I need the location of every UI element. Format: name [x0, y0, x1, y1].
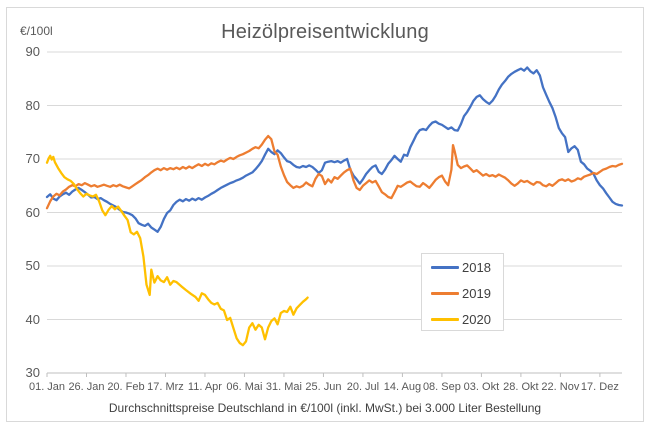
legend-label-2020: 2020 — [462, 311, 491, 327]
y-tick-label-50: 50 — [25, 258, 40, 273]
x-tick-label-4: 17. Mrz — [147, 381, 184, 393]
y-tick-label-40: 40 — [25, 311, 40, 327]
legend-entry-2020: 2020 — [422, 306, 503, 332]
x-tick-label-1: 01. Jan — [28, 381, 66, 393]
series-line-2019 — [45, 134, 624, 210]
chart-title: Heizölpreisentwicklung — [221, 21, 429, 43]
x-tick-label-14: 22. Nov — [541, 381, 580, 393]
x-tick-label-2: 26. Jan — [68, 381, 105, 393]
x-tick-label-13: 28. Okt — [503, 381, 539, 393]
x-tick-label-11: 08. Sep — [422, 381, 461, 393]
y-tick-label-90: 90 — [25, 44, 40, 59]
legend-label-2019: 2019 — [462, 285, 491, 301]
axis-caption: Durchschnittspreise Deutschland in €/100… — [108, 401, 542, 415]
series-line-2020 — [45, 154, 309, 347]
x-tick-label-9: 20. Jul — [346, 381, 380, 393]
x-tick-label-12: 03. Okt — [463, 381, 500, 393]
legend-label-2018: 2018 — [462, 259, 491, 275]
legend-swatch-2018 — [431, 265, 459, 269]
x-tick-label-3: 20. Feb — [107, 381, 145, 393]
x-tick-label-6: 06. Mai — [226, 381, 263, 393]
x-tick-label-5: 11. Apr — [187, 381, 222, 393]
legend-entry-2019: 2019 — [422, 280, 503, 306]
series-line-2018 — [45, 66, 624, 233]
x-tick-label-7: 31. Mai — [265, 381, 302, 393]
y-tick-label-60: 60 — [25, 204, 40, 220]
x-tick-label-15: 17. Dez — [580, 381, 619, 393]
y-tick-label-80: 80 — [25, 97, 40, 113]
chart-frame — [6, 7, 644, 422]
y-tick-label-70: 70 — [25, 151, 40, 166]
legend-swatch-2019 — [431, 291, 459, 295]
x-tick-label-10: 14. Aug — [383, 381, 422, 393]
legend-swatch-2020 — [431, 317, 459, 321]
y-tick-label-30: 30 — [25, 365, 40, 380]
y-axis-unit-label: €/100l — [20, 24, 53, 38]
x-tick-label-8: 25. Jun — [305, 381, 342, 393]
legend-entry-2018: 2018 — [422, 254, 503, 280]
legend: 2018 2019 2020 — [421, 253, 504, 331]
